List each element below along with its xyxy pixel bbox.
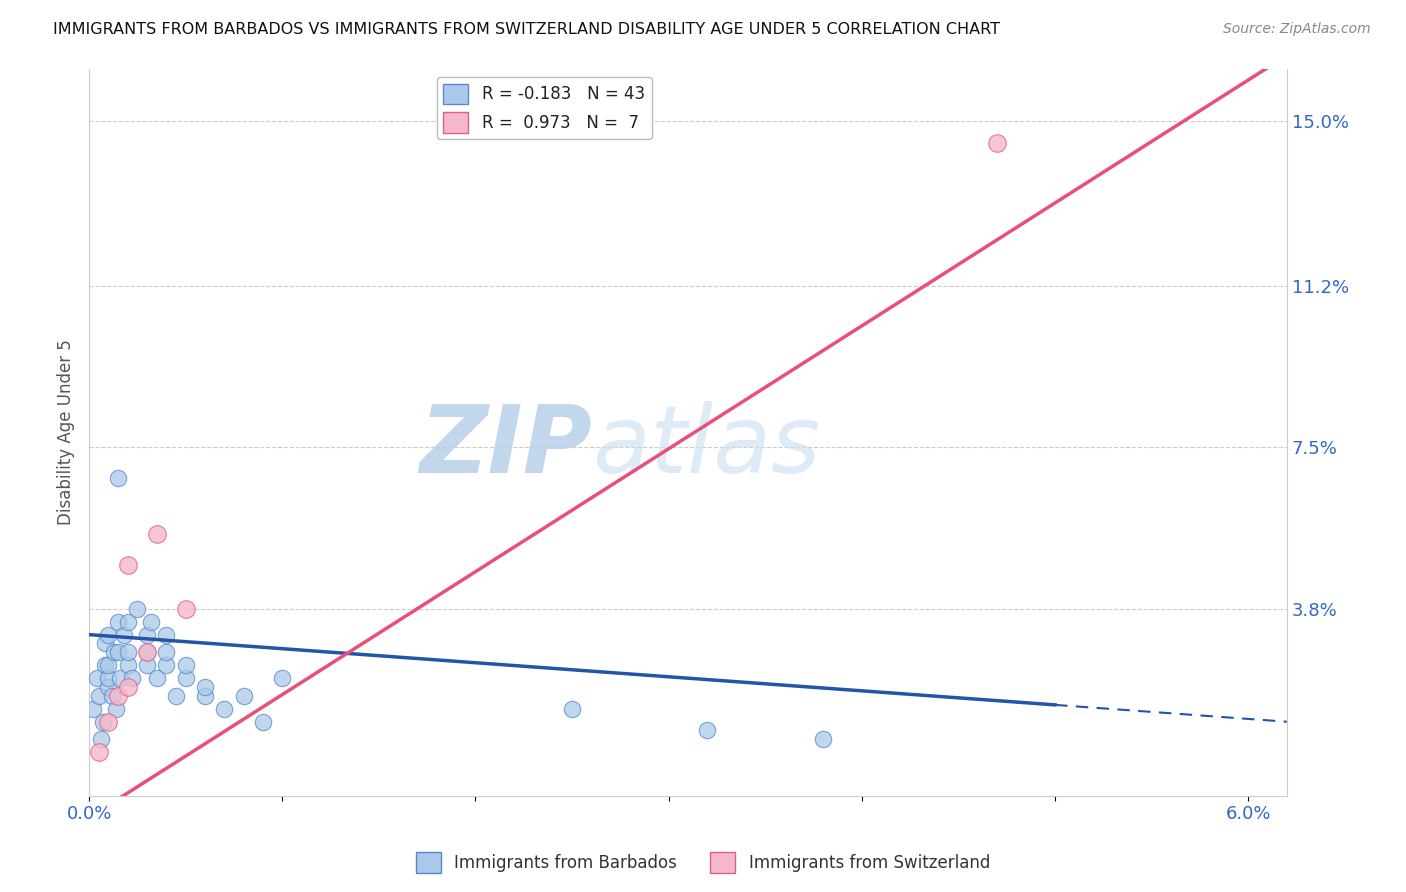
Point [136,627,159,641]
Point [107,645,129,659]
Point [107,615,129,629]
Point [194,689,217,703]
Point [136,645,159,659]
Point [108,671,131,685]
Point [82,701,104,715]
Point [145,671,167,685]
Point [127,601,149,615]
Point [194,680,217,694]
Legend: R = -0.183   N = 43, R =  0.973   N =  7: R = -0.183 N = 43, R = 0.973 N = 7 [437,77,651,139]
Point [696,723,718,738]
Point [174,601,197,615]
Point [112,627,135,641]
Point [86,671,108,685]
Text: Source: ZipAtlas.com: Source: ZipAtlas.com [1223,22,1371,37]
Point [97,714,120,729]
Point [117,615,139,629]
Point [155,658,177,673]
Point [97,671,120,685]
Point [107,471,129,485]
Point [87,689,110,703]
Point [90,732,112,747]
Text: ZIP: ZIP [419,401,592,492]
Y-axis label: Disability Age Under 5: Disability Age Under 5 [58,339,75,525]
Point [136,645,159,659]
Point [155,645,177,659]
Point [107,689,129,703]
Point [174,671,197,685]
Point [271,671,294,685]
Point [165,689,187,703]
Point [91,714,114,729]
Point [121,671,143,685]
Point [101,689,124,703]
Point [811,732,834,747]
Point [139,615,162,629]
Point [93,636,115,650]
Point [252,714,274,729]
Point [214,701,236,715]
Point [174,658,197,673]
Point [105,701,128,715]
Text: atlas: atlas [592,401,820,492]
Point [97,658,120,673]
Point [561,701,583,715]
Point [986,136,1008,150]
Point [97,680,120,694]
Point [87,745,110,759]
Point [117,680,139,694]
Point [93,658,115,673]
Point [117,645,139,659]
Text: IMMIGRANTS FROM BARBADOS VS IMMIGRANTS FROM SWITZERLAND DISABILITY AGE UNDER 5 C: IMMIGRANTS FROM BARBADOS VS IMMIGRANTS F… [53,22,1001,37]
Point [117,658,139,673]
Point [136,658,159,673]
Point [155,627,177,641]
Point [103,645,125,659]
Point [232,689,254,703]
Point [97,627,120,641]
Legend: Immigrants from Barbados, Immigrants from Switzerland: Immigrants from Barbados, Immigrants fro… [409,846,997,880]
Point [117,558,139,572]
Point [145,527,167,541]
